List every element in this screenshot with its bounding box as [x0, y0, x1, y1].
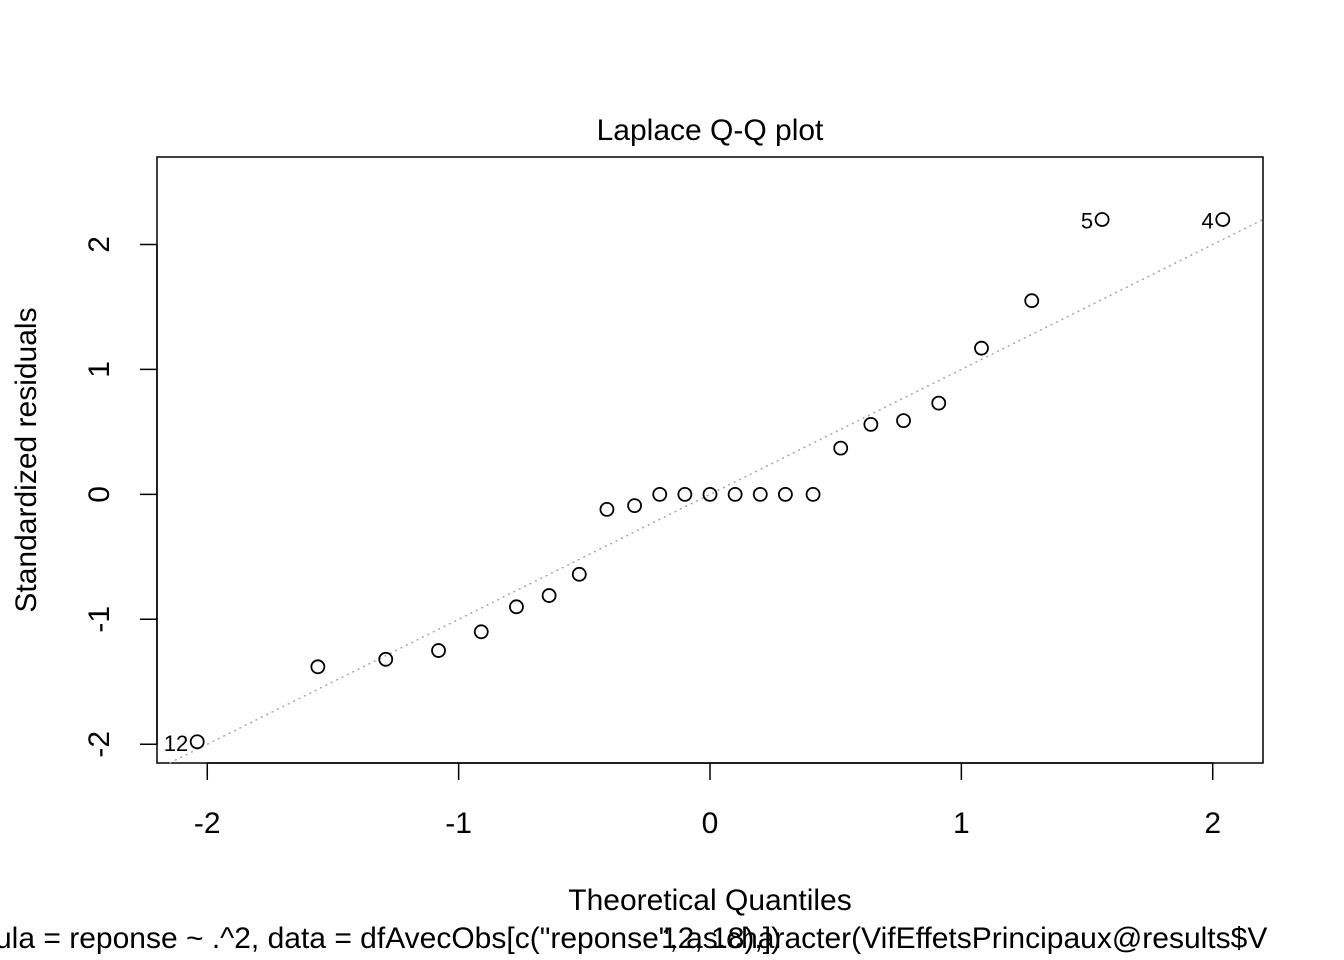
data-point — [805, 486, 821, 502]
x-tick-label: 2 — [1204, 807, 1221, 840]
data-point — [1024, 293, 1040, 309]
point-label: 12 — [164, 731, 188, 756]
data-point — [702, 486, 718, 502]
y-tick-label: -2 — [83, 731, 116, 758]
data-point — [931, 395, 947, 411]
chart-title: Laplace Q-Q plot — [597, 114, 824, 147]
data-point — [627, 498, 642, 514]
data-point — [974, 340, 989, 356]
y-axis-label: Standardized residuals — [10, 307, 43, 612]
data-point — [1215, 212, 1231, 227]
data-point — [541, 588, 557, 603]
y-tick-label: 0 — [83, 486, 116, 503]
x-axis: -2 -1 0 1 2 — [194, 762, 1221, 840]
point-label: 5 — [1081, 208, 1093, 233]
subtitle-text: ula = reponse ~ .^2, data = dfAvecObs[c(… — [0, 922, 1268, 955]
data-point — [431, 643, 446, 658]
data-point — [677, 486, 693, 502]
data-point — [833, 440, 849, 456]
subtitle: ula = reponse ~ .^2, data = dfAvecObs[c(… — [0, 918, 1344, 960]
data-point — [599, 501, 615, 517]
x-tick-label: 1 — [953, 807, 970, 840]
y-axis: -2 -1 0 1 2 — [83, 236, 158, 758]
data-point — [752, 486, 768, 502]
x-axis-label: Theoretical Quantiles — [568, 884, 851, 917]
y-tick-label: 2 — [83, 236, 116, 253]
data-point — [896, 413, 911, 429]
y-tick-label: -1 — [83, 606, 116, 633]
data-point — [189, 734, 205, 750]
x-tick-label: -2 — [194, 807, 221, 840]
data-point — [863, 416, 879, 432]
data-point — [473, 624, 489, 640]
point-label: 4 — [1202, 208, 1214, 233]
data-points: 12 5 4 — [164, 208, 1231, 756]
data-point — [1094, 212, 1110, 227]
data-point — [378, 651, 394, 667]
data-point — [727, 486, 743, 502]
y-tick-label: 1 — [83, 361, 116, 378]
x-tick-label: -1 — [445, 807, 472, 840]
data-point — [310, 659, 326, 675]
subtitle-overlap-text: 12, 18),]) — [661, 922, 782, 955]
data-point — [509, 599, 524, 615]
data-point — [571, 566, 587, 582]
data-point — [778, 486, 793, 502]
x-tick-label: 0 — [702, 807, 719, 840]
data-point — [652, 486, 668, 502]
